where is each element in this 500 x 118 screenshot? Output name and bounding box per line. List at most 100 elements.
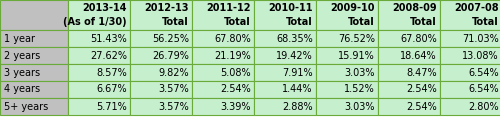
Text: 4 years: 4 years — [4, 84, 40, 95]
Bar — [378, 98, 440, 115]
Text: 2 years: 2 years — [4, 51, 41, 61]
Bar — [68, 98, 130, 115]
Text: 5.08%: 5.08% — [220, 67, 251, 78]
Bar — [254, 0, 316, 30]
Bar — [316, 0, 378, 30]
Bar — [68, 47, 130, 64]
Text: 7.91%: 7.91% — [282, 67, 313, 78]
Bar — [378, 0, 440, 30]
Text: 68.35%: 68.35% — [276, 34, 313, 44]
Text: 56.25%: 56.25% — [152, 34, 189, 44]
Bar — [316, 47, 378, 64]
Text: 2008-09: 2008-09 — [392, 3, 437, 13]
Bar — [192, 30, 254, 47]
Text: 2.88%: 2.88% — [282, 101, 313, 112]
Bar — [316, 64, 378, 81]
Bar — [0, 98, 68, 115]
Text: 76.52%: 76.52% — [338, 34, 375, 44]
Bar — [440, 81, 500, 98]
Text: 1.44%: 1.44% — [282, 84, 313, 95]
Bar — [192, 0, 254, 30]
Text: 2.80%: 2.80% — [468, 101, 499, 112]
Bar — [254, 30, 316, 47]
Text: Total: Total — [162, 17, 189, 27]
Bar — [378, 47, 440, 64]
Text: 5+ years: 5+ years — [4, 101, 48, 112]
Text: 2013-14: 2013-14 — [82, 3, 127, 13]
Text: Total: Total — [348, 17, 375, 27]
Text: 3.57%: 3.57% — [158, 101, 189, 112]
Bar — [440, 64, 500, 81]
Text: 8.57%: 8.57% — [96, 67, 127, 78]
Text: Total: Total — [472, 17, 499, 27]
Text: Total: Total — [410, 17, 437, 27]
Bar — [378, 30, 440, 47]
Bar — [440, 0, 500, 30]
Text: 3.03%: 3.03% — [344, 101, 375, 112]
Text: 1 year: 1 year — [4, 34, 35, 44]
Bar — [254, 64, 316, 81]
Text: 2010-11: 2010-11 — [268, 3, 313, 13]
Text: 21.19%: 21.19% — [214, 51, 251, 61]
Bar — [130, 47, 192, 64]
Bar — [0, 0, 68, 30]
Bar — [130, 81, 192, 98]
Text: 2.54%: 2.54% — [406, 101, 437, 112]
Bar — [68, 64, 130, 81]
Text: 2.54%: 2.54% — [220, 84, 251, 95]
Text: 27.62%: 27.62% — [90, 51, 127, 61]
Bar — [316, 81, 378, 98]
Text: 3.57%: 3.57% — [158, 84, 189, 95]
Bar — [254, 47, 316, 64]
Text: 9.82%: 9.82% — [158, 67, 189, 78]
Bar — [68, 81, 130, 98]
Bar — [254, 81, 316, 98]
Bar — [254, 98, 316, 115]
Text: 71.03%: 71.03% — [462, 34, 499, 44]
Bar — [378, 81, 440, 98]
Bar — [130, 0, 192, 30]
Text: 26.79%: 26.79% — [152, 51, 189, 61]
Text: 1.52%: 1.52% — [344, 84, 375, 95]
Bar — [192, 64, 254, 81]
Bar — [440, 30, 500, 47]
Text: 67.80%: 67.80% — [400, 34, 437, 44]
Text: 2.54%: 2.54% — [406, 84, 437, 95]
Text: 67.80%: 67.80% — [214, 34, 251, 44]
Bar — [440, 47, 500, 64]
Text: 8.47%: 8.47% — [406, 67, 437, 78]
Text: 6.67%: 6.67% — [96, 84, 127, 95]
Text: 13.08%: 13.08% — [462, 51, 499, 61]
Bar — [192, 47, 254, 64]
Bar — [0, 47, 68, 64]
Bar — [192, 98, 254, 115]
Bar — [192, 81, 254, 98]
Bar — [130, 64, 192, 81]
Text: 6.54%: 6.54% — [468, 84, 499, 95]
Bar — [440, 98, 500, 115]
Text: 51.43%: 51.43% — [90, 34, 127, 44]
Bar — [0, 64, 68, 81]
Text: Total: Total — [224, 17, 251, 27]
Text: 3.39%: 3.39% — [220, 101, 251, 112]
Text: 5.71%: 5.71% — [96, 101, 127, 112]
Text: 2007-08: 2007-08 — [454, 3, 499, 13]
Text: 3.03%: 3.03% — [344, 67, 375, 78]
Bar — [68, 0, 130, 30]
Text: (As of 1/30): (As of 1/30) — [64, 17, 127, 27]
Text: 3 years: 3 years — [4, 67, 40, 78]
Text: 18.64%: 18.64% — [400, 51, 437, 61]
Text: 2012-13: 2012-13 — [144, 3, 189, 13]
Bar — [0, 81, 68, 98]
Bar — [0, 30, 68, 47]
Text: Total: Total — [286, 17, 313, 27]
Bar — [130, 98, 192, 115]
Bar — [316, 30, 378, 47]
Bar — [316, 98, 378, 115]
Text: 2009-10: 2009-10 — [330, 3, 375, 13]
Text: 2011-12: 2011-12 — [206, 3, 251, 13]
Bar — [378, 64, 440, 81]
Text: 19.42%: 19.42% — [276, 51, 313, 61]
Text: 6.54%: 6.54% — [468, 67, 499, 78]
Text: 15.91%: 15.91% — [338, 51, 375, 61]
